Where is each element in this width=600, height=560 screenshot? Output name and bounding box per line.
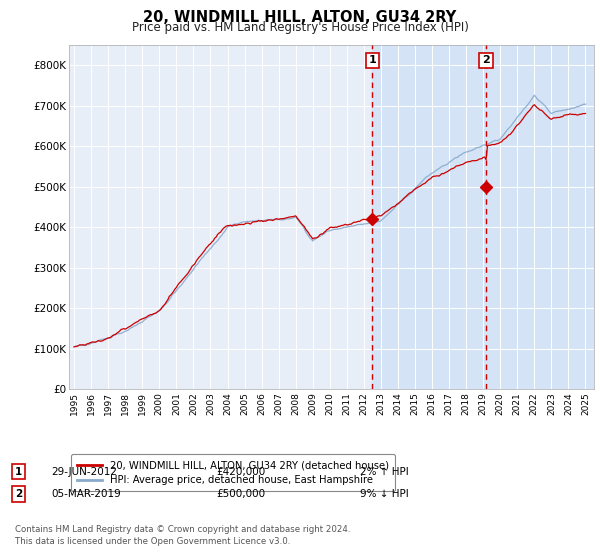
Text: 1: 1 <box>368 55 376 66</box>
Bar <box>373 45 486 389</box>
Text: 2: 2 <box>482 55 490 66</box>
Text: 29-JUN-2012: 29-JUN-2012 <box>51 466 117 477</box>
Text: 20, WINDMILL HILL, ALTON, GU34 2RY: 20, WINDMILL HILL, ALTON, GU34 2RY <box>143 10 457 25</box>
Text: £500,000: £500,000 <box>216 489 265 499</box>
Text: 9% ↓ HPI: 9% ↓ HPI <box>360 489 409 499</box>
Text: 2% ↑ HPI: 2% ↑ HPI <box>360 466 409 477</box>
Bar <box>486 45 594 389</box>
Text: £420,000: £420,000 <box>216 466 265 477</box>
Text: 2: 2 <box>15 489 22 499</box>
Text: 05-MAR-2019: 05-MAR-2019 <box>51 489 121 499</box>
Text: 1: 1 <box>15 466 22 477</box>
Text: Contains HM Land Registry data © Crown copyright and database right 2024.
This d: Contains HM Land Registry data © Crown c… <box>15 525 350 546</box>
Text: Price paid vs. HM Land Registry's House Price Index (HPI): Price paid vs. HM Land Registry's House … <box>131 21 469 34</box>
Legend: 20, WINDMILL HILL, ALTON, GU34 2RY (detached house), HPI: Average price, detache: 20, WINDMILL HILL, ALTON, GU34 2RY (deta… <box>71 455 395 492</box>
